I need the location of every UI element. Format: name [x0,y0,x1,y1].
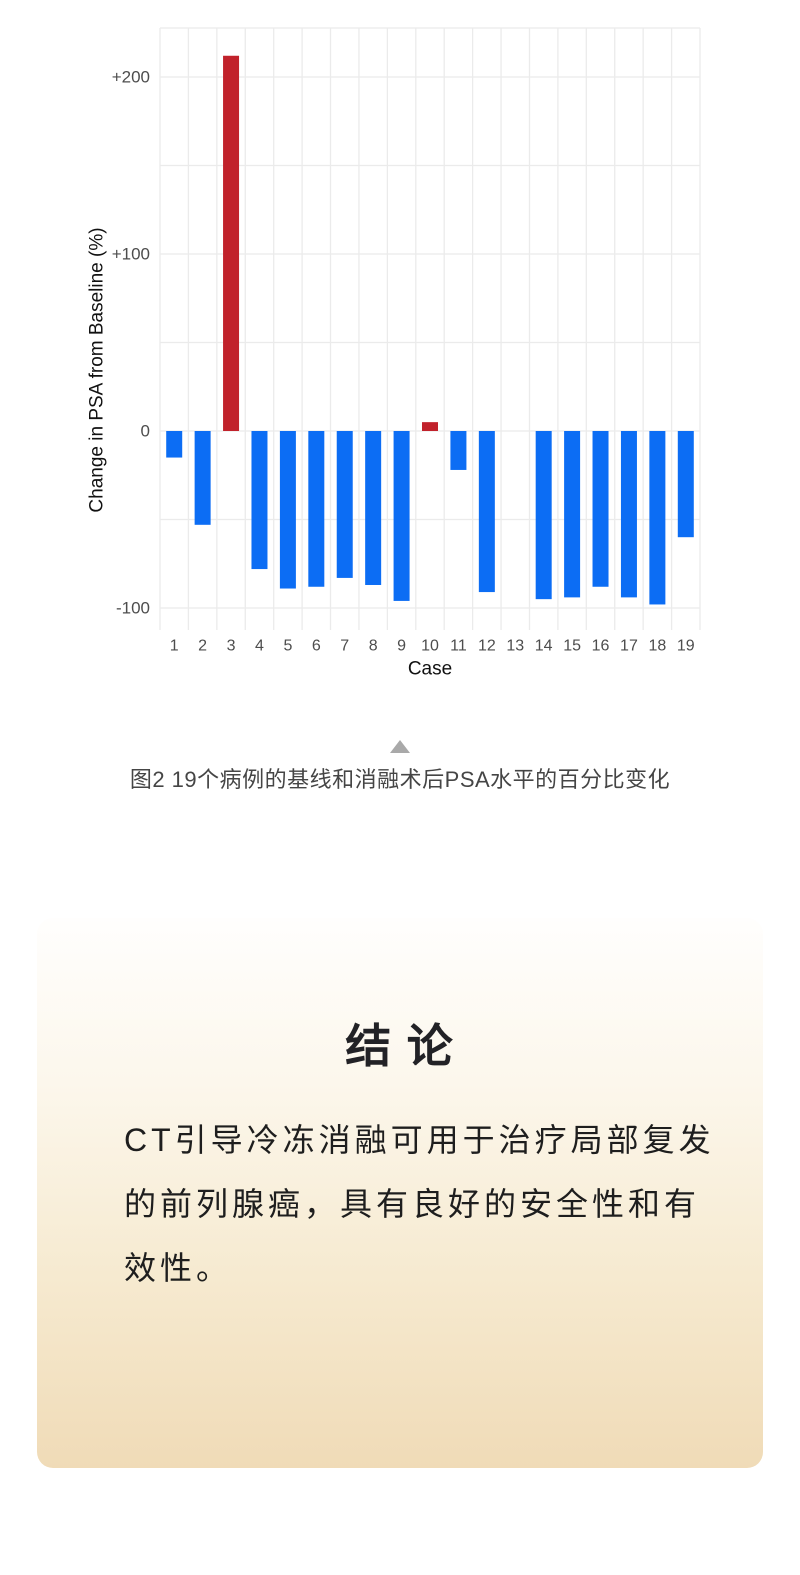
bar-case-5 [279,431,296,589]
x-tick-label: 10 [421,638,439,655]
figure-caption: 图2 19个病例的基线和消融术后PSA水平的百分比变化 [129,767,671,792]
bar-case-17 [620,431,637,598]
x-tick-label: 5 [283,638,292,655]
y-axis-title: Change in PSA from Baseline (%) [87,227,108,512]
x-tick-label: 13 [506,638,524,655]
bar-case-6 [308,431,325,587]
bar-case-15 [564,431,581,598]
x-axis-title: Case [408,659,452,680]
bar-case-9 [393,431,410,601]
y-tick-label: +200 [112,68,150,87]
bar-case-1 [166,431,183,458]
x-tick-label: 12 [478,638,496,655]
x-tick-label: 18 [648,638,666,655]
bar-case-8 [365,431,382,585]
conclusion-panel: 结 论 CT引导冷冻消融可用于治疗局部复发 的前列腺癌，具有良好的安全性和有 效… [37,918,763,1468]
x-tick-label: 15 [563,638,581,655]
conclusion-body: CT引导冷冻消融可用于治疗局部复发 的前列腺癌，具有良好的安全性和有 效性。 [124,1108,715,1300]
x-tick-label: 2 [198,638,207,655]
bar-case-4 [251,431,268,570]
x-tick-label: 19 [677,638,695,655]
y-tick-label: 0 [141,422,150,441]
x-tick-label: 16 [592,638,610,655]
bar-case-10 [422,422,438,431]
x-tick-label: 11 [450,638,467,655]
x-tick-label: 17 [620,638,638,655]
collapse-triangle-icon[interactable] [390,740,410,753]
x-tick-label: 8 [369,638,378,655]
bar-case-18 [649,431,666,605]
x-tick-label: 3 [227,638,236,655]
x-tick-label: 6 [312,638,321,655]
bar-case-14 [535,431,552,600]
bar-case-7 [336,431,353,578]
x-tick-label: 1 [170,638,179,655]
bar-case-3 [223,55,240,431]
y-tick-label: +100 [112,245,150,264]
x-tick-label: 14 [535,638,553,655]
x-tick-label: 4 [255,638,264,655]
bar-case-19 [677,431,694,538]
bar-case-2 [194,431,211,525]
y-tick-label: -100 [116,599,150,618]
bar-case-16 [592,431,609,587]
psa-change-figure: +200 +100 0 -100 1 2 3 4 5 6 7 8 9 10 11 12 13 14 15 16 17 18… [0,0,800,700]
conclusion-text-line: 的前列腺癌，具有良好的安全性和有 [124,1186,701,1222]
bar-case-11 [450,431,467,470]
conclusion-title: 结 论 [345,1021,455,1072]
x-tick-label: 9 [397,638,406,655]
conclusion-text-line: 效性。 [124,1250,233,1286]
x-tick-label: 7 [340,638,349,655]
conclusion-text-line: CT引导冷冻消融可用于治疗局部复发 [124,1122,715,1158]
bar-case-12 [478,431,495,593]
